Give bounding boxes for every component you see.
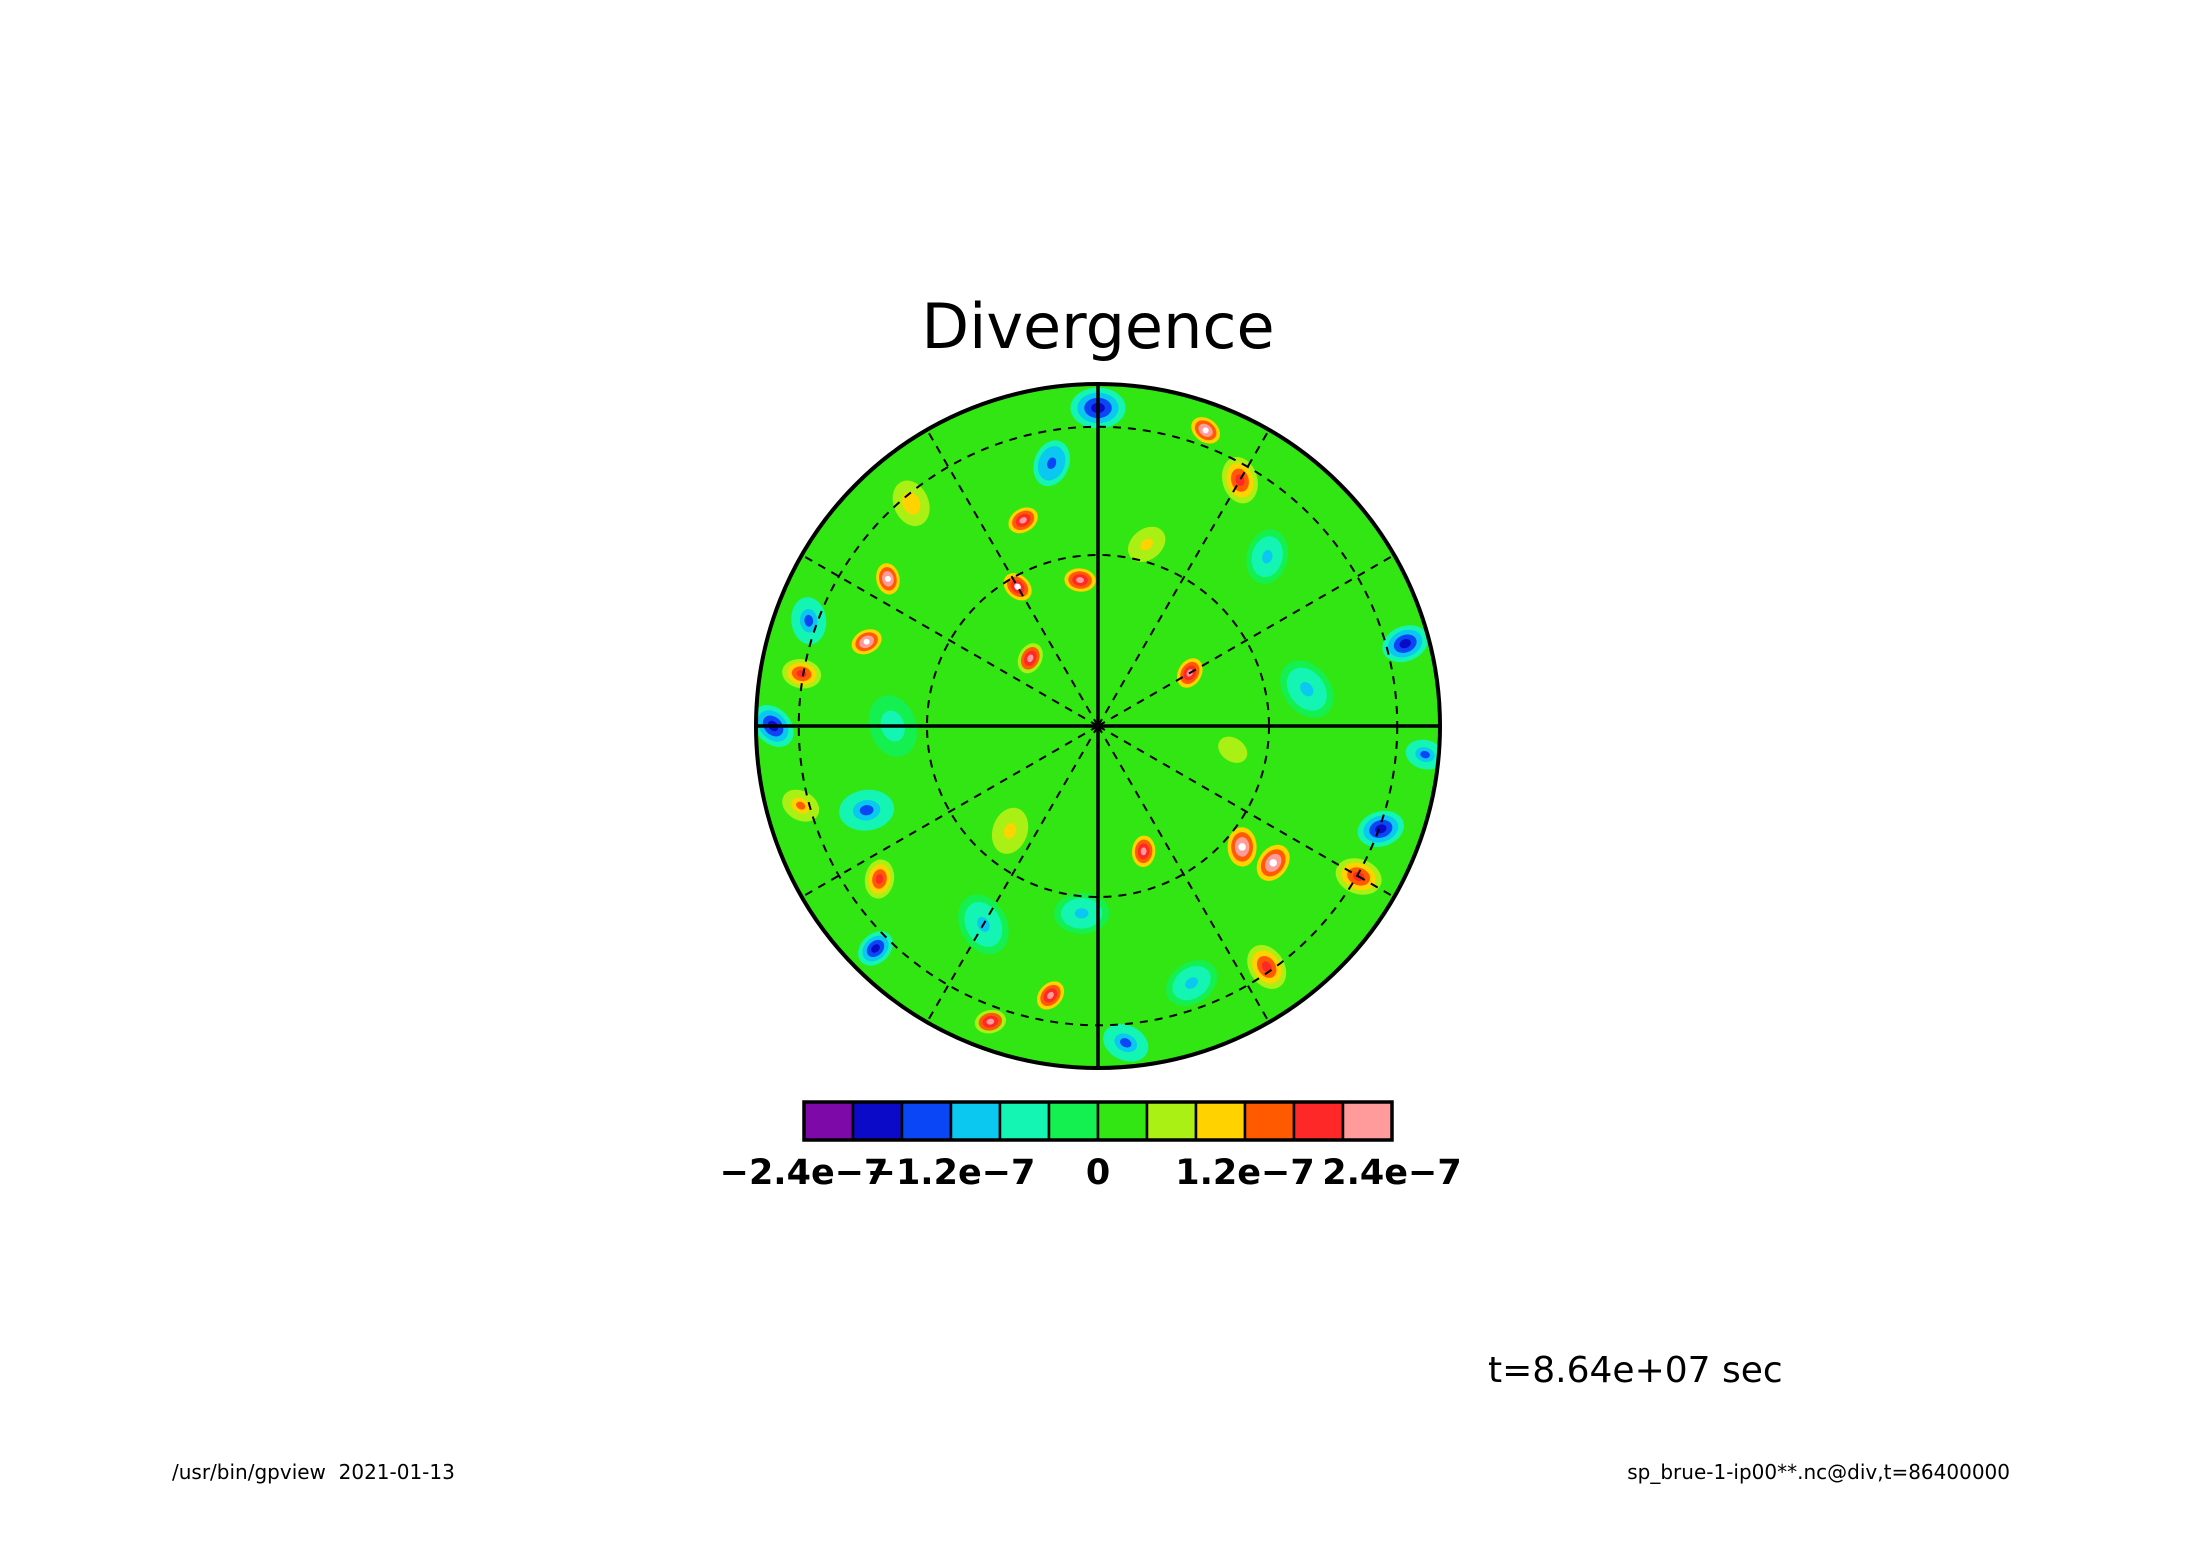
colorbar [802,1100,1394,1142]
footer-right: sp_brue-1-ip00**.nc@div,t=86400000 [1627,1460,2010,1484]
footer-left: /usr/bin/gpview 2021-01-13 [172,1460,455,1484]
colorbar-tick-label: 1.2e−7 [1175,1153,1314,1193]
colorbar-swatch [802,1100,855,1142]
field-contour [986,1018,995,1025]
field-feature [1227,827,1257,867]
field-feature [1280,660,1334,718]
field-peak [863,638,870,645]
field-feature [1008,507,1038,534]
field-feature [1203,723,1262,776]
field-feature [1017,643,1043,674]
field-contour [804,614,814,627]
colorbar-tick-label: −2.4e−7 [720,1153,889,1193]
field-peak [1238,843,1246,851]
field-contour [1047,457,1057,470]
colorbar-swatch [1047,1100,1100,1142]
field-contour [1185,977,1198,989]
field-feature [958,894,1009,955]
field-feature [985,800,1035,862]
field-contour [1120,1038,1132,1048]
colorbar-swatch [851,1100,904,1142]
field-feature [1033,440,1071,487]
field-contour [796,801,806,810]
field-contour [1261,961,1272,973]
field-feature [864,859,895,899]
colorbar-tick-label: 0 [1086,1153,1110,1193]
field-contour [1076,577,1085,583]
colorbar-swatch [1145,1100,1198,1142]
colorbar-tick-labels: −2.4e−7−1.2e−7 0 1.2e−7 2.4e−7 [720,1153,1462,1193]
colorbar-swatch [1096,1100,1149,1142]
field-contour [1047,991,1054,999]
meridian-dashed [801,554,1099,727]
field-feature [851,629,882,655]
field-feature [782,789,820,822]
field-feature [1054,893,1110,934]
field-contour [906,497,916,510]
field-contour [859,805,874,816]
field-feature [1036,981,1065,1010]
plot-title: Divergence [921,290,1274,363]
field-contour [1300,682,1314,697]
field-feature [1246,529,1289,584]
field-peak [1269,859,1277,867]
meridian-dashed [926,725,1099,1023]
colorbar-frame [802,1100,1394,1142]
colorbar-tick-label: −1.2e−7 [867,1153,1036,1193]
field-feature [1405,739,1440,770]
field-contour [1399,639,1411,649]
meridian-dashed [1097,554,1395,727]
field-contour [1420,750,1430,759]
time-label: t=8.64e+07 sec [1488,1350,1783,1391]
field-contour [1262,549,1273,564]
field-feature [1221,456,1258,504]
field-contour [1074,908,1089,919]
map-boundary [754,382,1442,1070]
field-feature [782,659,822,689]
field-feature [1256,844,1290,881]
meridian-dashed [1097,429,1270,727]
field-feature [1166,960,1218,1006]
field-peak [884,575,891,582]
field-contour [1004,823,1017,839]
map-grid [756,384,1440,1068]
meridian-dashed [801,725,1099,898]
field-contour [1225,743,1240,757]
field-contour [1027,654,1034,663]
field-feature [1247,944,1287,989]
meridian-dashed [926,429,1099,727]
field-contour [1019,517,1027,524]
meridian-dashed [1097,725,1270,1023]
field-peak [1014,583,1021,590]
field-feature [1382,625,1429,663]
field-contour [1140,538,1153,551]
field-feature [1131,835,1156,868]
colorbar-swatch [1243,1100,1296,1142]
colorbar-swatch [1341,1100,1394,1142]
colorbar-swatch [949,1100,1002,1142]
field-contour [875,874,884,884]
colorbar-swatch [998,1100,1051,1142]
colorbar-swatch [900,1100,953,1142]
colorbar-swatch [1292,1100,1345,1142]
field-feature [1064,568,1096,592]
field-feature [876,563,900,595]
field-feature [791,597,827,645]
field-feature [839,789,895,831]
field-contour [1140,847,1147,856]
field-contour [871,944,880,953]
field-feature [1103,1024,1149,1062]
colorbar-tick-label: 2.4e−7 [1322,1153,1461,1193]
field-peak [1202,427,1209,434]
field-feature [1003,573,1032,601]
field-feature [1357,810,1404,847]
field-feature [858,931,893,966]
colorbar-swatch [1194,1100,1247,1142]
field-feature [1121,520,1172,568]
field-feature [974,1009,1006,1034]
field-feature [1191,417,1220,444]
meridian-dashed [1097,725,1395,898]
field-feature [892,480,930,527]
